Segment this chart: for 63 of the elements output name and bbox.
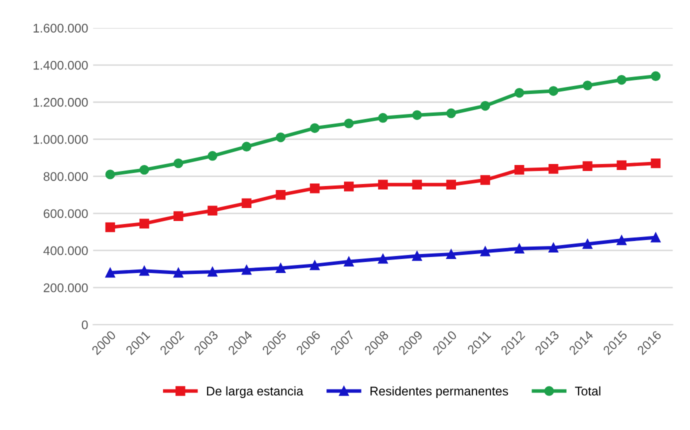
y-tick-label: 200.000 xyxy=(44,283,88,292)
point xyxy=(480,100,490,111)
y-tick-label: 1.200.000 xyxy=(34,98,88,107)
point xyxy=(105,222,116,232)
y-tick-label: 1.600.000 xyxy=(34,24,88,33)
point xyxy=(242,142,252,152)
legend-label: Total xyxy=(575,386,600,396)
point xyxy=(174,158,184,168)
point xyxy=(548,242,558,253)
point xyxy=(208,206,218,216)
point xyxy=(480,246,490,256)
point xyxy=(514,164,524,175)
point xyxy=(208,266,218,277)
point xyxy=(105,170,116,180)
point xyxy=(139,266,150,276)
point xyxy=(276,132,286,142)
point xyxy=(650,232,661,242)
point xyxy=(310,260,320,270)
point xyxy=(276,263,286,273)
point xyxy=(174,268,184,278)
point xyxy=(174,211,184,222)
point xyxy=(378,180,388,190)
point xyxy=(310,123,320,133)
point xyxy=(242,198,252,208)
point xyxy=(582,239,592,249)
point xyxy=(208,151,218,161)
point xyxy=(412,110,422,120)
point xyxy=(446,249,456,260)
point xyxy=(139,164,150,175)
y-tick-label: 1.400.000 xyxy=(34,60,88,70)
point xyxy=(548,164,558,174)
point xyxy=(105,268,116,278)
point xyxy=(412,251,422,261)
point xyxy=(412,180,422,190)
point xyxy=(582,161,592,171)
point xyxy=(276,190,286,200)
point xyxy=(446,108,456,118)
point xyxy=(378,254,388,264)
point xyxy=(650,71,661,82)
point xyxy=(310,183,320,194)
point xyxy=(582,80,592,90)
point xyxy=(139,218,150,228)
point xyxy=(616,160,626,170)
point xyxy=(548,86,558,96)
point xyxy=(344,182,354,192)
point xyxy=(514,88,524,98)
y-tick-label: 400.000 xyxy=(43,246,88,256)
point xyxy=(446,180,456,190)
point xyxy=(616,235,626,246)
point xyxy=(344,256,354,266)
legend-label: De larga estancia xyxy=(207,386,304,398)
point xyxy=(378,113,388,123)
legend-label: Residentes permanentes xyxy=(370,386,508,398)
point xyxy=(514,244,524,254)
y-tick-label: 600.000 xyxy=(44,209,88,218)
y-tick-label: 800.000 xyxy=(44,172,88,181)
point xyxy=(242,265,252,275)
point xyxy=(480,175,490,185)
y-tick-label: 0 xyxy=(82,320,88,330)
y-tick-label: 1.000.000 xyxy=(34,135,88,144)
point xyxy=(344,118,354,128)
point xyxy=(650,158,661,168)
point xyxy=(616,75,626,85)
